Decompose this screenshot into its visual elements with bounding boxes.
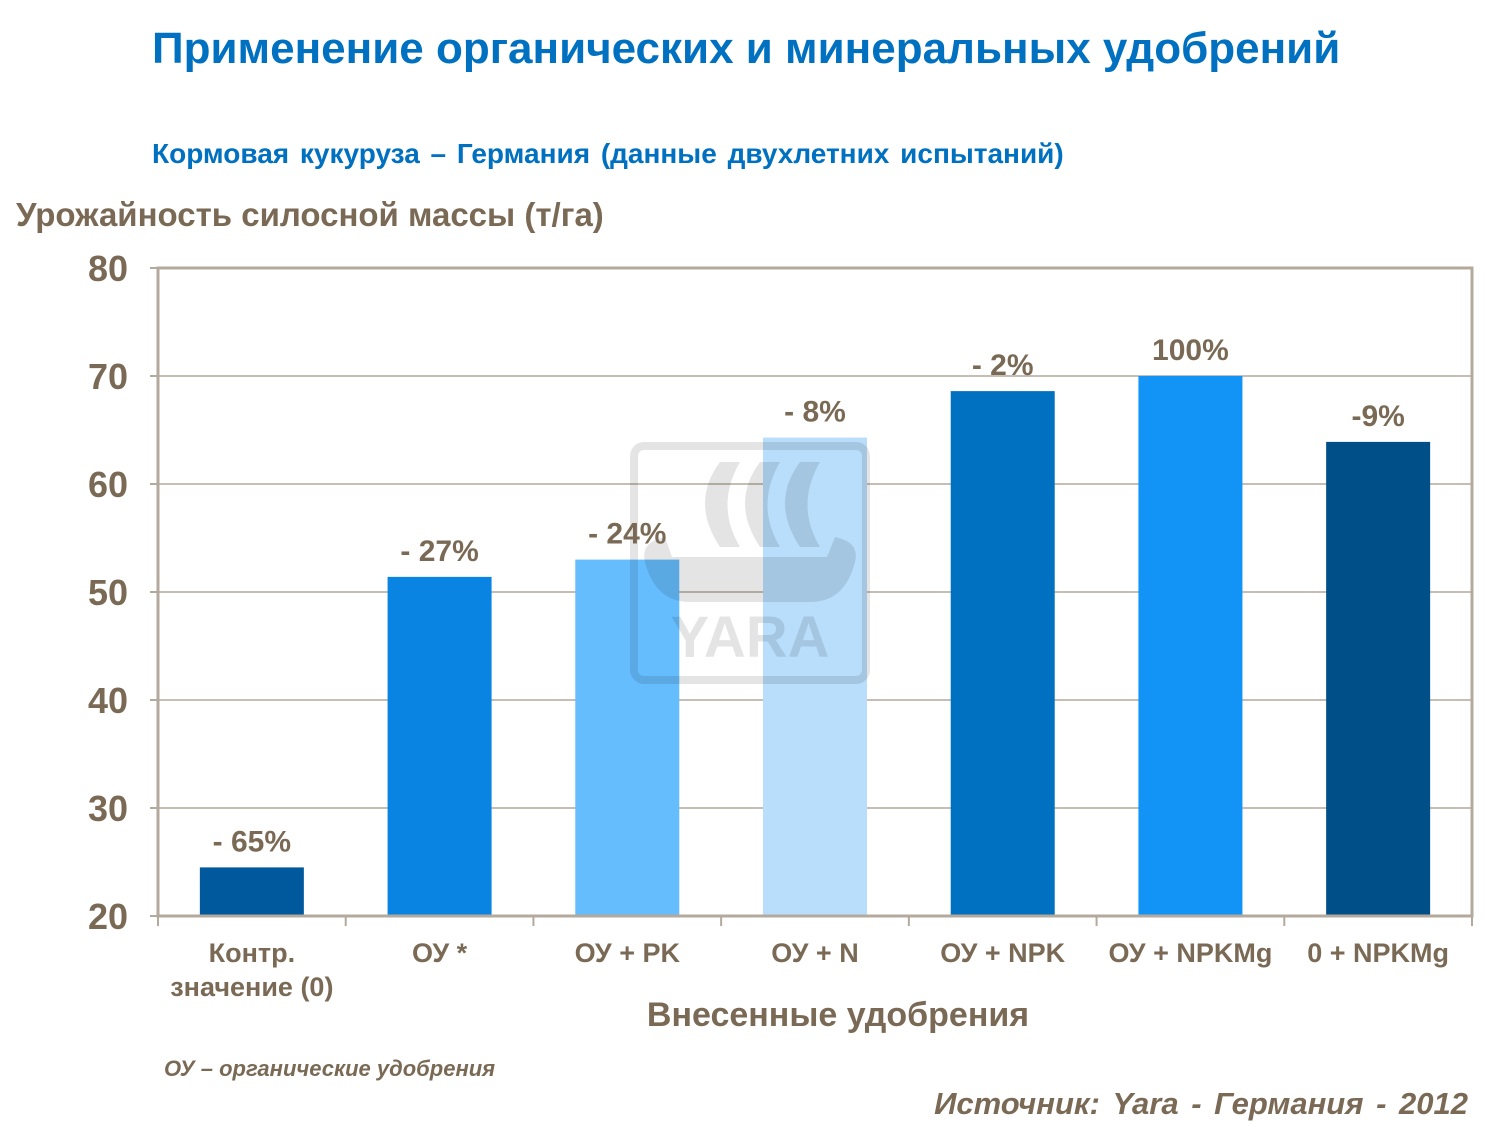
y-tick-label: 50 — [88, 572, 128, 613]
y-tick-label: 30 — [88, 788, 128, 829]
bar — [763, 437, 867, 916]
x-tick-label: ОУ * — [412, 938, 468, 968]
x-tick-label: значение (0) — [170, 972, 333, 1002]
y-tick-label: 20 — [88, 896, 128, 937]
data-label: - 2% — [972, 349, 1034, 382]
y-axis-label: Урожайность силосной массы (т/га) — [16, 196, 604, 233]
data-label: - 8% — [784, 396, 846, 429]
bar — [1326, 441, 1431, 916]
x-tick-label: 0 + NPKMg — [1307, 938, 1449, 968]
data-label: - 24% — [588, 518, 666, 551]
page-title: Применение органических и минеральных уд… — [152, 24, 1341, 73]
x-tick-label: ОУ + NPK — [940, 938, 1065, 968]
y-tick-label: 80 — [88, 248, 128, 289]
source-note: Источник: Yara - Германия - 2012 — [934, 1086, 1468, 1121]
x-tick-label: ОУ + PK — [575, 938, 681, 968]
x-axis-label: Внесенные удобрения — [647, 996, 1029, 1034]
bar — [199, 867, 304, 916]
x-tick-label: ОУ + N — [771, 938, 858, 968]
bar — [1138, 376, 1243, 916]
bar — [387, 576, 492, 916]
watermark-text: YARA — [670, 605, 829, 670]
x-tick-label: ОУ + NPKMg — [1108, 938, 1272, 968]
data-label: -9% — [1351, 400, 1404, 433]
footnote: ОУ – органические удобрения — [164, 1056, 496, 1081]
data-label: - 27% — [400, 535, 478, 568]
y-tick-label: 70 — [88, 356, 128, 397]
data-label: 100% — [1152, 334, 1229, 367]
bar — [575, 559, 680, 916]
y-tick-label: 40 — [88, 680, 128, 721]
y-tick-label: 60 — [88, 464, 128, 505]
yara-logo-watermark: YARA — [630, 442, 870, 684]
data-label: - 65% — [213, 825, 291, 858]
bar — [950, 391, 1055, 916]
x-tick-label: Контр. — [209, 938, 296, 968]
page-subtitle: Кормовая кукуруза – Германия (данные дву… — [152, 138, 1064, 169]
